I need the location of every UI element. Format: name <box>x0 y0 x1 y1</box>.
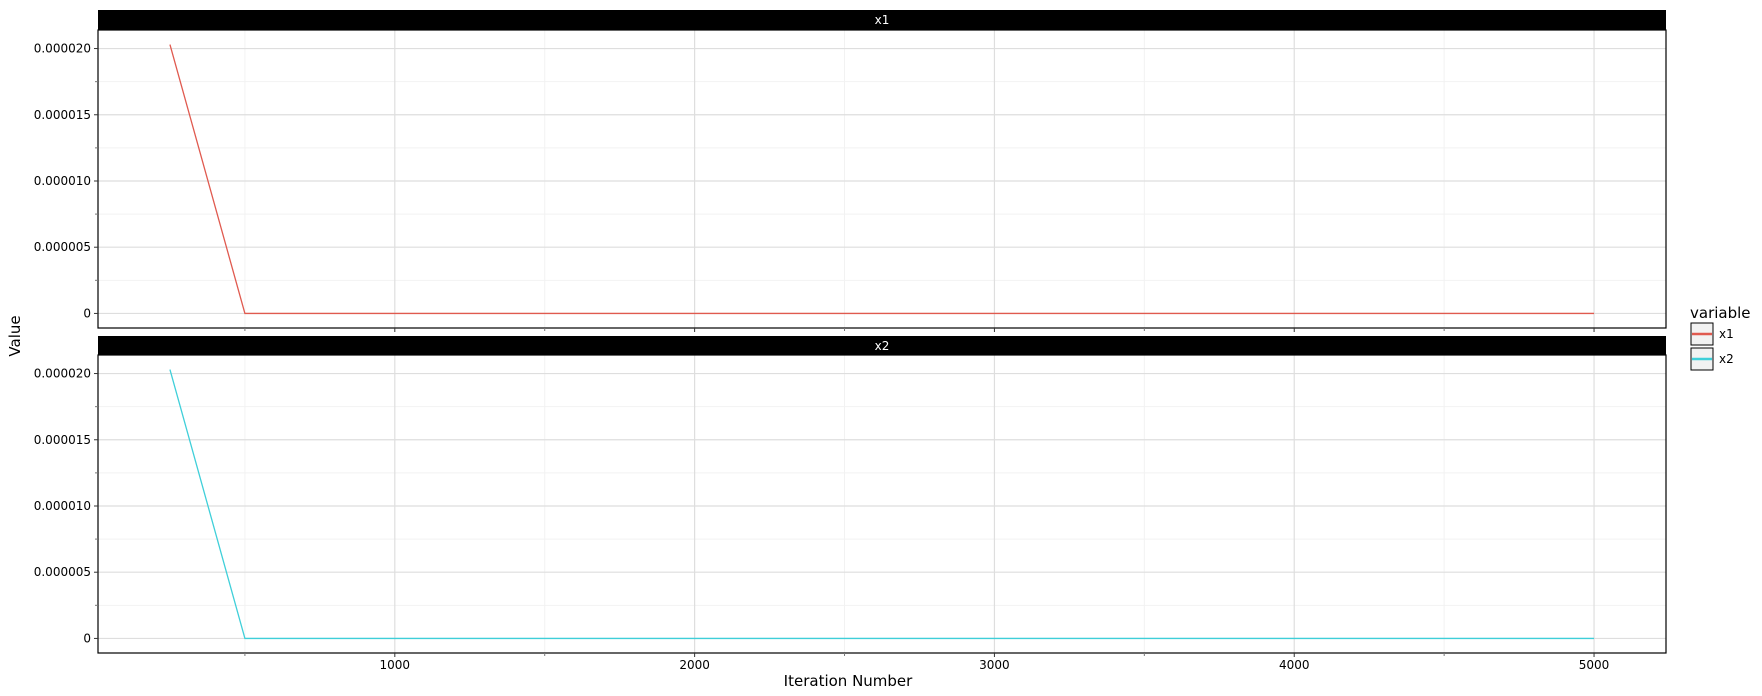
y-tick-label: 0.000020 <box>34 42 91 56</box>
x-tick-label: 2000 <box>679 658 710 672</box>
facet-strip <box>98 10 1666 30</box>
x-tick-label: 3000 <box>979 658 1010 672</box>
x-tick-label: 4000 <box>1279 658 1310 672</box>
panel-border <box>97 354 1667 654</box>
x-tick-label: 5000 <box>1579 658 1610 672</box>
x-tick-label: 1000 <box>380 658 411 672</box>
facet-strip <box>98 336 1666 355</box>
legend: x1 x2 <box>1690 322 1734 371</box>
facet-strip-label: x2 <box>875 339 890 353</box>
panel-x1: x1 0 0.000005 0.000010 0.000015 0.000020 <box>34 10 1667 332</box>
x-axis-title: Iteration Number <box>784 672 913 690</box>
legend-label-x1: x1 <box>1719 327 1734 341</box>
facet-strip-label: x1 <box>875 13 890 27</box>
panel-x2: x2 0 0.000005 0.000010 0.000015 0.000020 1000 2… <box>34 336 1667 672</box>
y-tick-label: 0.000005 <box>34 565 91 579</box>
y-tick-label: 0.000010 <box>34 499 91 513</box>
y-tick-label: 0.000005 <box>34 240 91 254</box>
legend-title: variable <box>1690 304 1751 322</box>
y-tick-label: 0.000015 <box>34 433 91 447</box>
legend-label-x2: x2 <box>1719 352 1734 366</box>
series-line-x2 <box>169 369 1595 640</box>
y-tick-label: 0.000015 <box>34 108 91 122</box>
series-line-x1 <box>169 44 1595 315</box>
y-tick-label: 0.000020 <box>34 367 91 381</box>
y-tick-label: 0.000010 <box>34 174 91 188</box>
y-tick-label: 0 <box>83 306 91 320</box>
panel-border <box>97 29 1667 329</box>
y-tick-label: 0 <box>83 631 91 645</box>
y-axis-title: Value <box>6 315 24 356</box>
